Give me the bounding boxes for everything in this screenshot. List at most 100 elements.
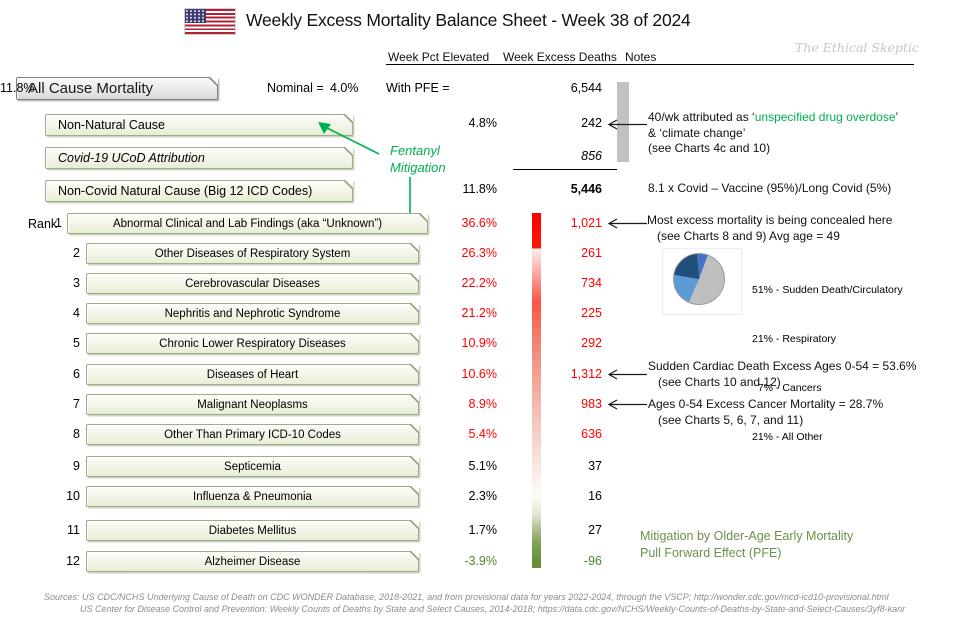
deaths-value: 261 [581,246,602,260]
pct-value: 10.6% [461,367,497,381]
corner-fold [410,333,419,342]
group-pct: 11.8% [462,182,497,196]
cause-button-rank6[interactable]: Diseases of Heart [86,364,419,385]
pct-value: 1.7% [468,523,498,537]
covid-ucod-button[interactable]: Covid-19 UCoD Attribution [45,147,353,169]
corner-fold [344,147,353,156]
deaths-value: -96 [583,554,602,568]
rank-number: 9 [73,459,80,473]
green-highlight: unspecified drug overdose [754,110,896,124]
pct-value: 26.3% [461,246,497,260]
cause-button-rank5[interactable]: Chronic Lower Respiratory Diseases [86,333,419,354]
all-cause-mortality-button[interactable]: All Cause Mortality [16,77,218,100]
cause-button-rank10[interactable]: Influenza & Pneumonia [86,486,419,507]
deaths-value: 27 [588,523,602,537]
left-arrow-icon [607,369,647,380]
group-label: Covid-19 UCoD Attribution [58,151,205,165]
rank-number: 10 [66,489,80,503]
cause-button-rank4[interactable]: Nephritis and Nephrotic Syndrome [86,303,419,324]
rank-number: 6 [73,367,80,381]
cause-label: Other Diseases of Respiratory System [154,247,351,260]
cause-label: Diabetes Mellitus [208,524,297,537]
note-covid-ratio: 8.1 x Covid – Vaccine (95%)/Long Covid (… [648,181,892,195]
note-drug-overdose: 40/wk attributed as ‘unspecified drug ov… [648,110,898,155]
corner-fold [410,424,419,433]
cause-label: Septicemia [224,460,281,473]
legend-item: 21% - Respiratory [752,333,837,346]
rank-number: 5 [73,336,80,350]
cause-label: Other Than Primary ICD-10 Codes [164,428,341,441]
cause-button-rank11[interactable]: Diabetes Mellitus [86,520,419,541]
cause-button-rank8[interactable]: Other Than Primary ICD-10 Codes [86,424,419,445]
deaths-value: 225 [581,306,602,320]
corner-fold [410,364,419,373]
deaths-value: 37 [588,459,602,473]
rank-number: 3 [73,276,80,290]
rank-number: 8 [73,427,80,441]
note-pfe-mitigation: Mitigation by Older-Age Early Mortality … [640,529,854,560]
group-pct: 4.8% [468,116,498,130]
left-arrow-icon [607,399,647,410]
gray-reference-bar [617,82,629,162]
corner-fold [419,213,428,222]
corner-fold [344,180,353,189]
all-cause-label: All Cause Mortality [28,80,154,97]
nominal-value: 4.0% [330,81,359,95]
cause-button-rank1[interactable]: Abnormal Clinical and Lab Findings (aka … [67,213,428,234]
corner-fold [410,303,419,312]
column-header-pct: Week Pct Elevated [388,50,490,64]
cause-label: Chronic Lower Respiratory Diseases [159,337,346,350]
non-natural-cause-button[interactable]: Non-Natural Cause [45,114,353,136]
pie-legend: 51% - Sudden Death/Circulatory 21% - Res… [752,249,903,479]
corner-fold [410,486,419,495]
non-covid-natural-button[interactable]: Non-Covid Natural Cause (Big 12 ICD Code… [45,180,353,202]
cause-button-rank3[interactable]: Cerebrovascular Diseases [86,273,419,294]
rank-number: 1 [55,216,62,230]
deaths-value: 16 [588,489,602,503]
note-cardiac: Sudden Cardiac Death Excess Ages 0-54 = … [648,359,917,389]
pct-value: 5.4% [468,427,498,441]
cause-button-rank2[interactable]: Other Diseases of Respiratory System [86,243,419,264]
deaths-value: 1,021 [570,216,602,230]
green-arrow-up-icon [318,122,380,155]
all-cause-deaths: 6,544 [570,81,602,95]
corner-fold [410,456,419,465]
severity-gradient-bar [532,213,541,568]
left-arrow-icon [607,218,647,229]
column-header-notes: Notes [625,50,657,64]
us-flag-icon [185,9,235,34]
deaths-value: 983 [581,397,602,411]
sources-line-2: US Center for Disease Control and Preven… [80,604,906,614]
pct-value: 5.1% [468,459,498,473]
group-label: Non-Natural Cause [58,118,165,132]
page-title: Weekly Excess Mortality Balance Sheet - … [246,10,691,30]
corner-fold [344,114,353,123]
corner-fold [410,243,419,252]
rank-number: 12 [66,554,80,568]
nominal-label: Nominal = [267,81,324,95]
cause-label: Cerebrovascular Diseases [185,277,320,290]
sources-line-1: Sources: US CDC/NCHS Underlying Cause of… [44,592,889,602]
deaths-value: 1,312 [570,367,602,381]
legend-item: 51% - Sudden Death/Circulatory [752,283,903,296]
deaths-value: 292 [581,336,602,350]
cause-button-rank9[interactable]: Septicemia [86,456,419,477]
cause-button-rank7[interactable]: Malignant Neoplasms [86,394,419,415]
pct-value: 22.2% [461,276,497,290]
note-cancer: Ages 0-54 Excess Cancer Mortality = 28.7… [648,397,884,427]
cause-label: Diseases of Heart [206,368,299,381]
rank-number: 2 [73,246,80,260]
legend-item: 21% - All Other [752,431,823,444]
rank-number: 4 [73,306,80,320]
rank-number: 7 [73,397,80,411]
cause-button-rank12[interactable]: Alzheimer Disease [86,551,419,572]
legend-item: 7% - Cancers [752,382,822,395]
corner-fold [410,551,419,560]
rank-header: Rank [28,217,58,231]
left-arrow-icon [607,119,647,130]
pfe-label: With PFE = [386,81,450,95]
corner-fold [410,273,419,282]
watermark: The Ethical Skeptic [795,40,919,55]
corner-fold [410,394,419,403]
